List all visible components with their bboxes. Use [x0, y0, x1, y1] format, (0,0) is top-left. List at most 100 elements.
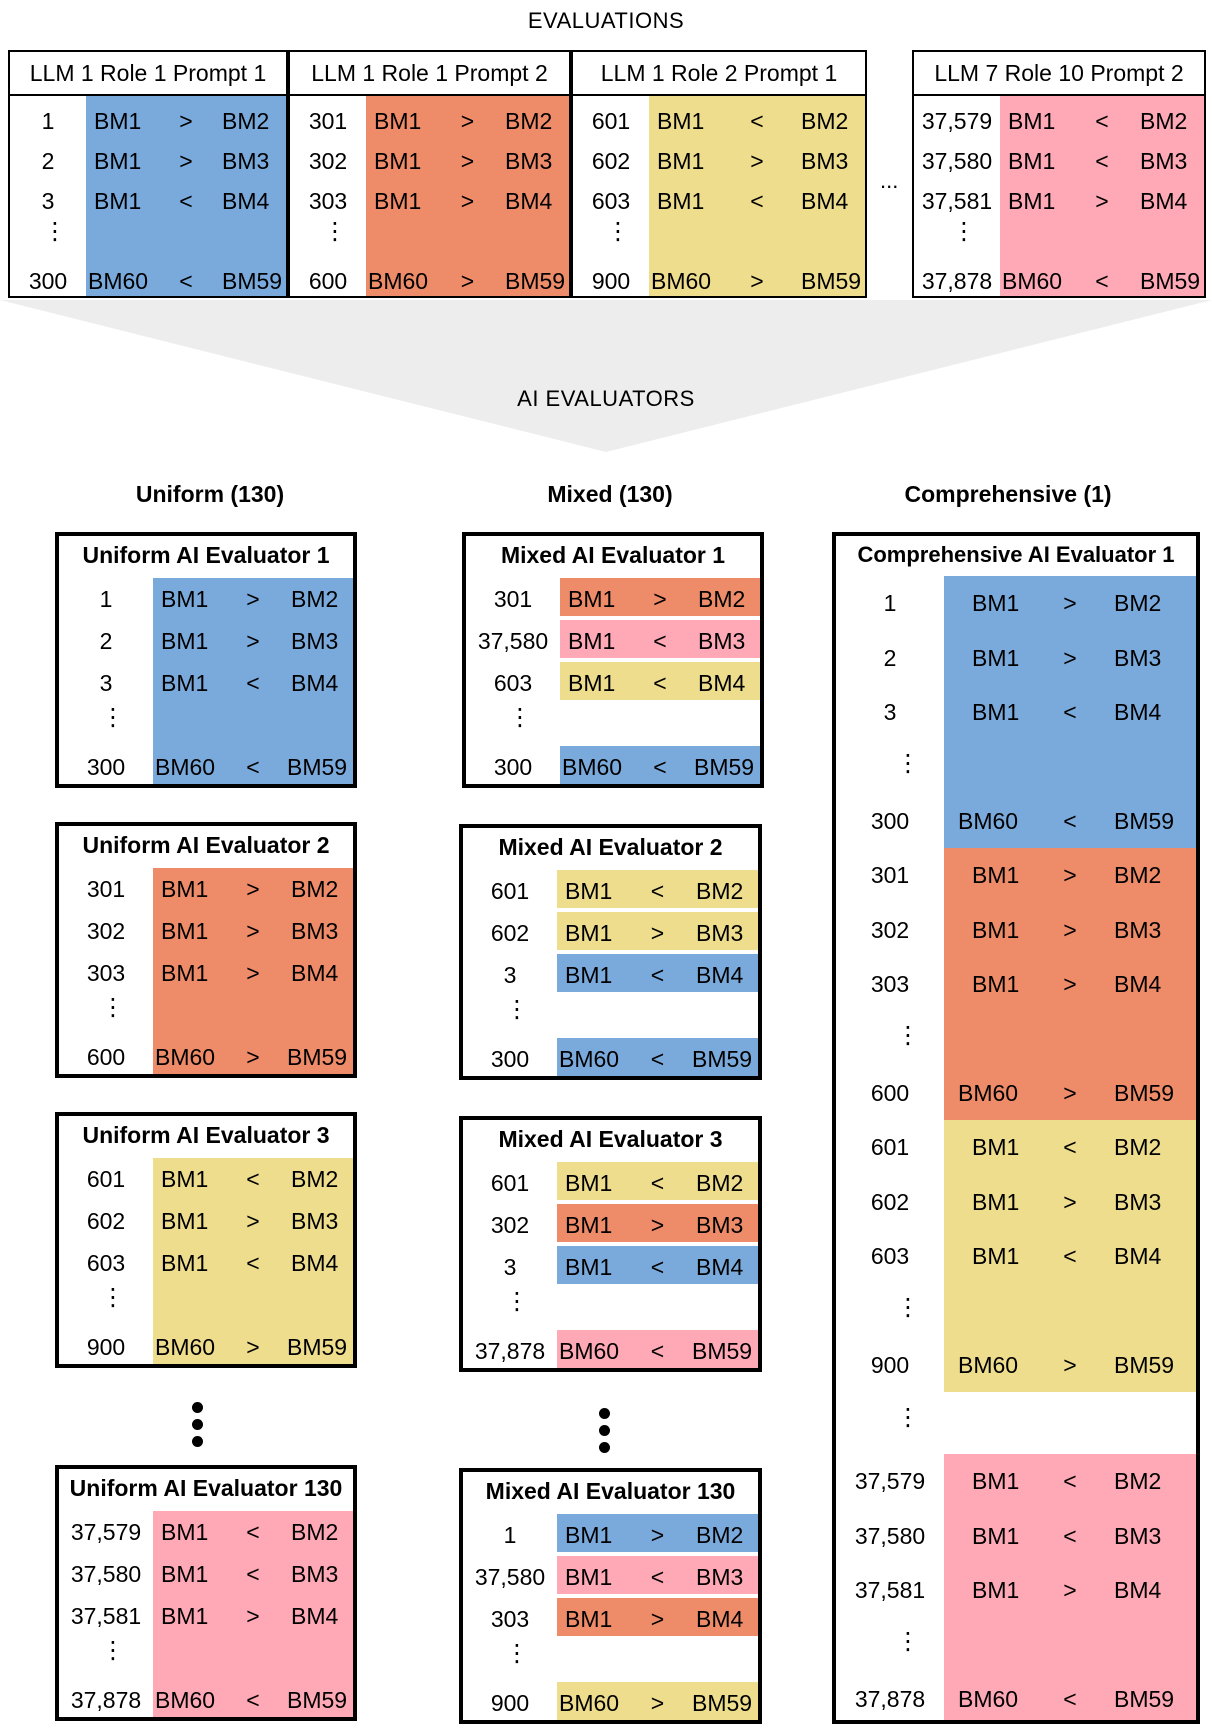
funnel-shape [0, 300, 1212, 452]
row-index: 3 [503, 1254, 517, 1280]
left-model: BM1 [972, 862, 1020, 888]
evaluator-row: 301 BM1 > BM2 [466, 580, 760, 618]
evaluator-row: 600 BM60 > BM59 [59, 1038, 353, 1076]
row-index: 601 [591, 108, 631, 134]
right-model: BM59 [694, 754, 755, 780]
right-model: BM2 [291, 586, 339, 612]
row-index: 900 [870, 1352, 910, 1378]
row-index: 37,581 [70, 1603, 142, 1629]
evaluator-row: 301 BM1 > BM2 [59, 870, 353, 908]
comparison-symbol: < [179, 268, 193, 294]
evaluation-table-4: LLM 7 Role 10 Prompt 2 37,579 BM1 < BM2 37,58… [912, 50, 1206, 298]
left-model: BM1 [565, 1606, 613, 1632]
uniform-evaluator-box: Uniform AI Evaluator 1 1 BM1 > BM2 2 BM1 > BM3 3 B… [55, 532, 357, 788]
row-index: 600 [86, 1044, 126, 1070]
evaluator-row: 601 BM1 < BM2 [59, 1160, 353, 1198]
evaluator-row: 37,878 BM60 < BM59 [59, 1681, 353, 1719]
right-model: BM4 [696, 1254, 744, 1280]
comparison-symbol: < [650, 1564, 665, 1590]
vertical-ellipsis: ⋮ [323, 218, 347, 245]
comparison-symbol: > [246, 918, 260, 944]
evaluator-row: 300 BM60 < BM59 [836, 802, 1196, 840]
comparison-symbol: < [1063, 1522, 1077, 1549]
colored-row-band [560, 746, 760, 784]
left-model: BM1 [1008, 148, 1056, 174]
comparison-symbol: > [1063, 1352, 1077, 1378]
left-model: BM1 [972, 1188, 1020, 1215]
evaluator-row: 1 BM1 > BM2 [59, 580, 353, 618]
colored-group-band [944, 848, 1196, 1120]
row-index: 37,579 [921, 108, 993, 134]
evaluator-row: 37,580 BM1 < BM3 [466, 622, 760, 660]
colored-group-band [944, 576, 1196, 848]
right-model: BM4 [291, 670, 339, 696]
left-model: BM1 [565, 878, 613, 904]
colored-column [153, 1511, 353, 1717]
row-index: 37,580 [921, 148, 993, 174]
colored-column [649, 96, 865, 296]
right-model: BM3 [801, 148, 849, 174]
left-model: BM1 [161, 876, 209, 902]
evaluator-row: 37,580 BM1 < BM3 [59, 1555, 353, 1593]
evaluator-title: Uniform AI Evaluator 130 [69, 1475, 343, 1501]
comparison-symbol: < [179, 188, 193, 214]
vertical-ellipsis: ⋮ [101, 704, 125, 731]
vertical-ellipsis: ⋮ [101, 1637, 125, 1664]
left-model: BM1 [161, 1166, 209, 1192]
right-model: BM3 [1140, 148, 1188, 174]
evaluator-title: Mixed AI Evaluator 2 [498, 834, 723, 860]
comparison-symbol: < [246, 670, 260, 696]
colored-row-band [560, 620, 760, 658]
evaluation-row: 303 BM1 > BM4 [290, 182, 569, 220]
evaluator-row: 601 BM1 < BM2 [836, 1128, 1196, 1166]
evaluator-row: 602 BM1 > BM3 [463, 914, 758, 952]
comparison-symbol: > [460, 148, 475, 174]
left-model: BM60 [1002, 268, 1063, 294]
left-model: BM1 [657, 108, 705, 134]
row-index: 1 [503, 1522, 517, 1548]
right-model: BM2 [696, 878, 744, 904]
comparison-symbol: < [1095, 268, 1109, 294]
mixed-more-dots [597, 1408, 611, 1459]
evaluator-row: 900 BM60 > BM59 [59, 1328, 353, 1366]
vertical-ellipsis: ⋮ [505, 1640, 529, 1667]
row-index: 303 [86, 960, 126, 986]
row-index: 37,878 [921, 268, 993, 294]
comparison-symbol: < [246, 1561, 260, 1587]
vertical-ellipsis: ⋮ [101, 1284, 125, 1311]
comparison-symbol: < [246, 1250, 260, 1276]
row-index: 600 [870, 1080, 910, 1106]
right-model: BM2 [222, 108, 270, 134]
left-model: BM1 [1008, 188, 1056, 214]
comparison-symbol: > [650, 920, 665, 946]
right-model: BM2 [1114, 1468, 1162, 1494]
evaluator-row: 37,580 BM1 < BM3 [463, 1558, 758, 1596]
right-model: BM3 [1114, 644, 1162, 671]
row-index: 1 [41, 108, 55, 134]
comparison-symbol: < [1063, 1243, 1077, 1269]
right-model: BM3 [291, 628, 339, 654]
left-model: BM1 [972, 916, 1020, 943]
comparison-symbol: > [179, 148, 193, 174]
evaluator-row: 900 BM60 > BM59 [836, 1346, 1196, 1384]
evaluator-row: 603 BM1 < BM4 [836, 1237, 1196, 1275]
left-model: BM1 [568, 586, 616, 612]
row-index: 303 [308, 188, 348, 214]
colored-column [86, 96, 286, 296]
evaluator-row: 302 BM1 > BM3 [836, 911, 1196, 949]
right-model: BM4 [222, 188, 270, 214]
evaluator-row: 37,579 BM1 < BM2 [59, 1513, 353, 1551]
left-model: BM60 [559, 1690, 620, 1716]
right-model: BM3 [696, 1564, 744, 1590]
row-index: 602 [86, 1208, 126, 1234]
left-model: BM1 [161, 670, 209, 696]
row-index: 1 [99, 586, 113, 612]
right-model: BM59 [505, 268, 566, 294]
colored-column [1000, 96, 1204, 296]
evaluator-row: 1 BM1 > BM2 [836, 584, 1196, 622]
mixed-header: Mixed (130) [547, 481, 673, 507]
comparison-symbol: > [1063, 1188, 1077, 1215]
evaluation-table-header: LLM 1 Role 1 Prompt 2 [290, 52, 569, 96]
left-model: BM1 [972, 590, 1020, 616]
uniform-evaluator-box: Uniform AI Evaluator 3 601 BM1 < BM2 602 BM1 > B… [55, 1112, 357, 1368]
